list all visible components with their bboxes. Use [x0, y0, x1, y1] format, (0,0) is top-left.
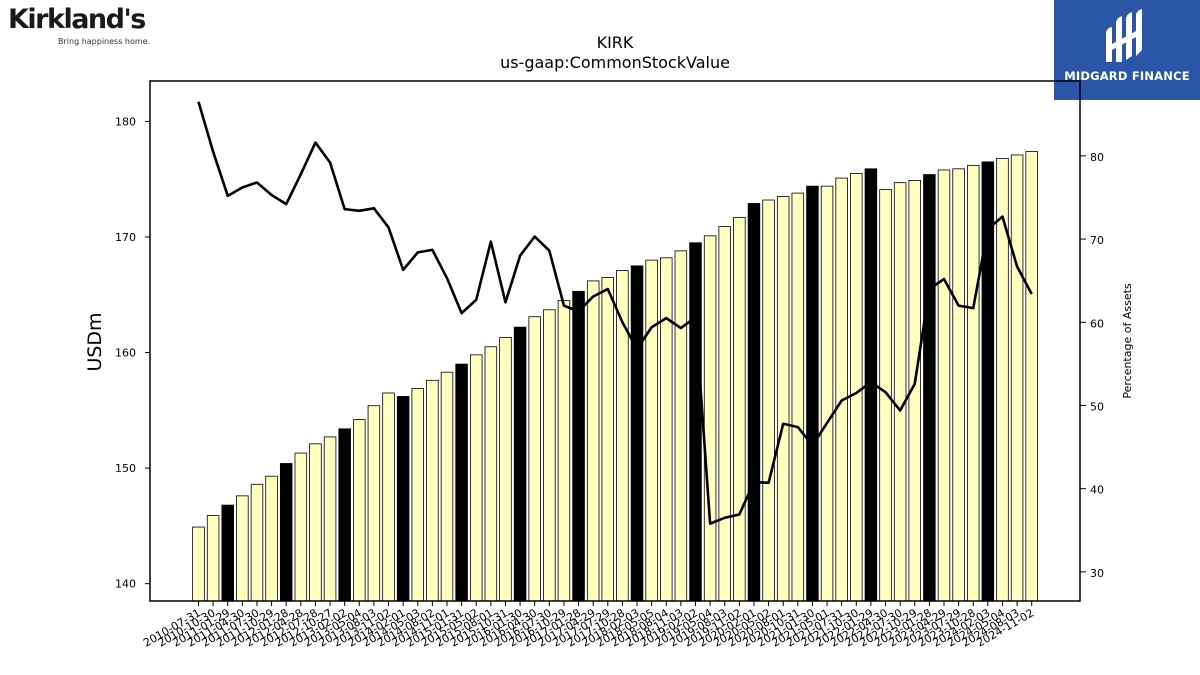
y-tick-label: 140: [115, 578, 136, 591]
bar: [674, 250, 688, 602]
bar: [338, 428, 351, 602]
bar: [733, 216, 746, 602]
bar: [586, 280, 600, 602]
bar: [703, 235, 717, 602]
kirklands-logo-wordmark: Kirkland's: [8, 4, 146, 35]
bar: [850, 173, 863, 602]
bar: [952, 168, 965, 602]
y2-tick-label: 30: [1090, 567, 1104, 580]
bar: [513, 326, 527, 602]
bar: [396, 396, 410, 602]
bar: [469, 354, 483, 602]
bar: [382, 392, 395, 602]
y2-tick-label: 50: [1090, 400, 1104, 413]
bar: [309, 443, 322, 602]
bar: [996, 158, 1009, 602]
bar: [923, 174, 936, 602]
bar: [762, 199, 775, 602]
y2-tick-label: 80: [1090, 151, 1104, 164]
bar: [411, 387, 425, 602]
bar: [455, 363, 468, 602]
bar: [835, 177, 848, 602]
bar: [966, 164, 980, 602]
bar: [601, 277, 615, 602]
y-tick-label: 150: [115, 462, 136, 475]
midgard-emblem-icon: [1106, 9, 1142, 62]
y-axis-label: USDm: [84, 312, 106, 371]
bar: [440, 371, 454, 602]
bar: [557, 300, 571, 602]
bar: [572, 290, 585, 602]
y2-tick-label: 60: [1090, 317, 1104, 330]
midgard-finance-wordmark: MIDGARD FINANCE: [1064, 69, 1190, 83]
bar: [820, 185, 834, 602]
bar: [499, 337, 512, 602]
bar: [279, 463, 293, 602]
bar: [1025, 151, 1038, 602]
chart-subtitle: us-gaap:CommonStockValue: [500, 53, 730, 72]
bar: [323, 436, 337, 602]
bar: [747, 203, 761, 602]
bar: [1010, 154, 1024, 602]
line-layer: [197, 101, 1033, 525]
bar: [718, 226, 731, 602]
bar: [192, 526, 205, 602]
y2-axis-label: Percentage of Assets: [1121, 283, 1134, 399]
bar: [893, 182, 907, 602]
bar: [250, 483, 264, 602]
kirklands-logo: Kirkland's Bring happiness home.: [8, 4, 158, 50]
bar: [484, 346, 498, 602]
pct-assets-line: [197, 101, 1033, 525]
bar: [206, 515, 220, 602]
bars-layer: [192, 151, 1038, 602]
y-tick-label: 180: [115, 115, 136, 128]
bar: [776, 196, 790, 602]
y2-tick-label: 40: [1090, 484, 1104, 497]
bar: [630, 265, 644, 602]
bar: [528, 316, 541, 602]
bar: [221, 504, 234, 602]
bar: [543, 309, 556, 602]
plot-frame: [149, 80, 1081, 602]
bar: [791, 192, 805, 602]
chart-title: KIRK: [597, 33, 634, 52]
bar: [353, 419, 366, 602]
midgard-finance-logo: MIDGARD FINANCE: [1054, 0, 1200, 100]
axes-layer: 1401501601701803040506070802010-07-31201…: [115, 115, 1104, 649]
bar: [426, 379, 439, 602]
kirklands-logo-tagline: Bring happiness home.: [58, 37, 151, 46]
y-tick-label: 170: [115, 231, 136, 244]
bar: [367, 405, 381, 602]
bar: [236, 495, 249, 602]
bar: [937, 169, 951, 602]
bar: [806, 185, 819, 602]
bar: [645, 259, 658, 602]
bar: [689, 242, 702, 602]
bar: [265, 475, 278, 602]
bar: [660, 257, 673, 602]
y-tick-label: 160: [115, 347, 136, 360]
y2-tick-label: 70: [1090, 234, 1104, 247]
bar: [294, 452, 308, 602]
